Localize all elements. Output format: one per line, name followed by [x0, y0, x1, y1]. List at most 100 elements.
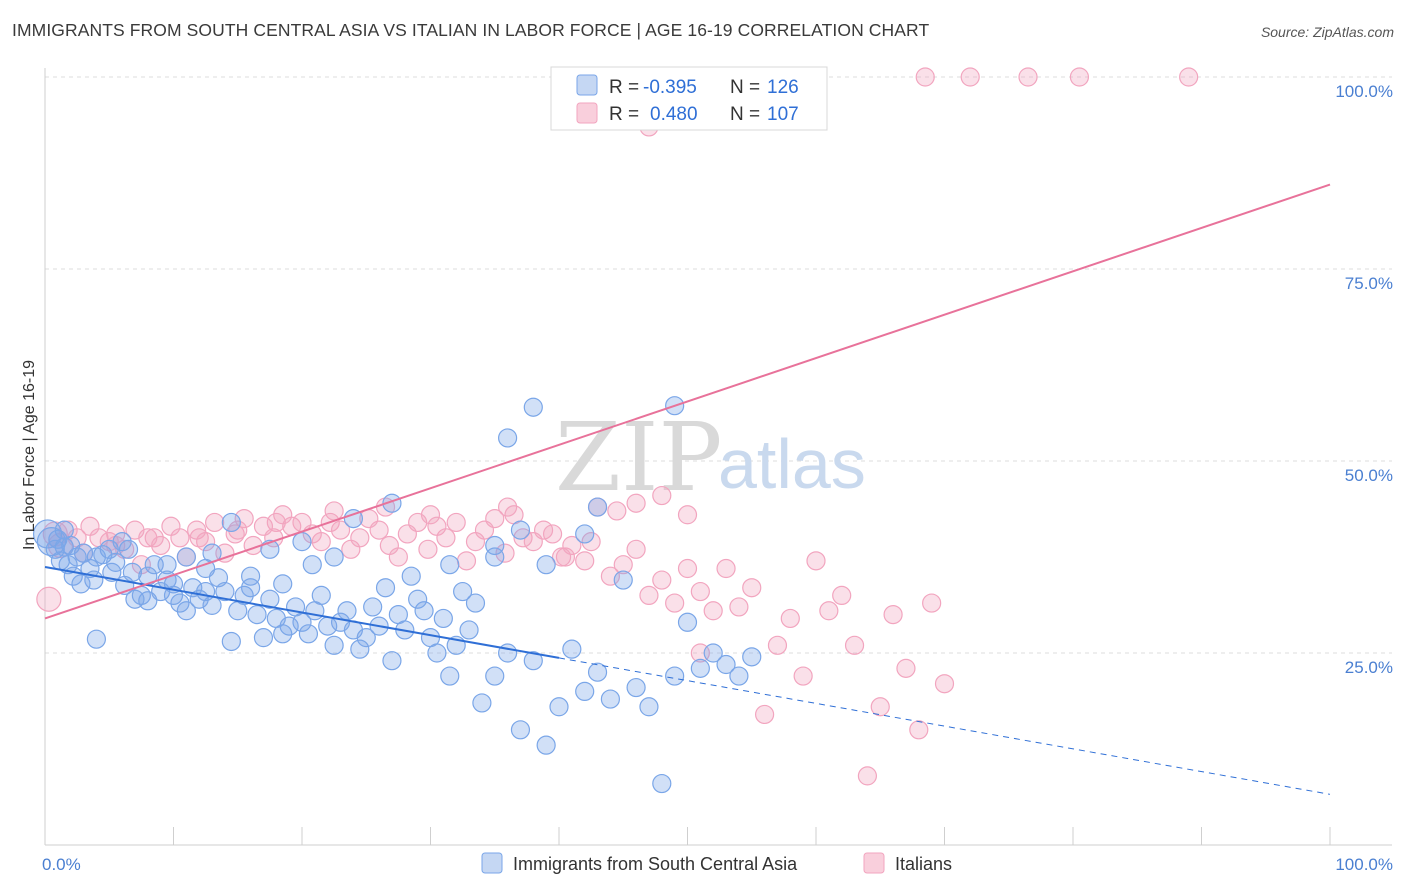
x-tick-label: 100.0%: [1335, 855, 1393, 874]
italians-point: [626, 493, 646, 513]
source-credit: Source: ZipAtlas.com: [1260, 24, 1394, 40]
south-central-asia-points: [32, 396, 762, 794]
south-central-asia-point: [176, 601, 196, 621]
italians-point: [189, 528, 209, 548]
south-central-asia-point: [298, 624, 319, 644]
south-central-asia-point: [401, 566, 421, 586]
south-central-asia-point: [221, 631, 241, 652]
italians-point: [600, 566, 621, 586]
grid-lines: [45, 76, 1392, 654]
south-central-asia-point: [221, 512, 241, 533]
correlation-legend: R = -0.395 N = 126 R = 0.480 N = 107: [550, 66, 828, 131]
series-label-blue: Immigrants from South Central Asia: [513, 854, 798, 874]
italians-point: [436, 528, 456, 548]
legend-swatch-blue: [576, 74, 598, 96]
italians-point: [767, 635, 788, 655]
series-swatch-pink: [863, 852, 885, 874]
legend-r-label-2: R =: [609, 104, 639, 125]
south-central-asia-point: [260, 589, 280, 609]
italians-point: [581, 532, 601, 552]
legend-n-value-2: 107: [767, 104, 799, 125]
south-central-asia-point: [453, 581, 473, 602]
pink-trend-line: [44, 183, 1331, 620]
south-central-asia-point: [71, 574, 91, 594]
italians-point: [144, 528, 164, 548]
south-central-asia-point: [279, 616, 299, 636]
italians-point: [639, 585, 659, 606]
south-central-asia-point: [32, 519, 63, 549]
series-label-pink: Italians: [895, 854, 952, 874]
south-central-asia-point: [350, 639, 370, 659]
italians-point: [844, 635, 865, 655]
italians-point: [350, 528, 370, 548]
italians-point: [703, 601, 723, 621]
south-central-asia-point: [536, 555, 556, 575]
south-central-asia-point: [703, 643, 723, 663]
italians-point: [388, 547, 408, 567]
south-central-asia-point: [253, 628, 274, 648]
south-central-asia-point: [575, 681, 595, 702]
italians-point: [832, 585, 852, 606]
south-central-asia-point: [536, 735, 556, 755]
south-central-asia-point: [472, 693, 492, 713]
south-central-asia-point: [485, 666, 505, 686]
south-central-asia-point: [427, 643, 447, 663]
y-tick-label: 25.0%: [1345, 658, 1393, 677]
south-central-asia-point: [202, 595, 222, 615]
tick-labels: 25.0% 50.0% 75.0% 100.0% 0.0% 100.0%: [42, 82, 1393, 874]
south-central-asia-point: [157, 555, 177, 575]
south-central-asia-point: [247, 604, 267, 625]
south-central-asia-point: [118, 539, 139, 559]
south-central-asia-point: [86, 547, 107, 567]
south-central-asia-point: [170, 593, 190, 613]
italians-point: [418, 539, 438, 559]
south-central-asia-point: [241, 578, 261, 598]
watermark: ZIP atlas: [555, 403, 866, 513]
south-central-asia-point: [677, 612, 698, 632]
south-central-asia-point: [176, 547, 196, 567]
south-central-asia-point: [106, 552, 126, 572]
italians-point: [234, 508, 254, 529]
italians-point: [575, 551, 595, 571]
south-central-asia-point: [337, 601, 357, 621]
south-central-asia-point: [408, 589, 428, 609]
italians-point: [542, 524, 563, 544]
italians-point: [607, 501, 627, 521]
south-central-asia-point: [122, 562, 142, 582]
south-central-asia-point: [587, 497, 608, 517]
south-central-asia-point: [433, 608, 453, 629]
italians-point: [716, 558, 736, 579]
italians-point: [690, 581, 710, 602]
italians-point: [1179, 67, 1199, 87]
south-central-asia-point: [414, 601, 434, 621]
italians-point: [170, 528, 190, 548]
south-central-asia-point: [626, 677, 646, 698]
south-central-asia-point: [324, 635, 344, 655]
south-central-asia-point: [112, 532, 132, 552]
italians-point: [498, 497, 518, 517]
italians-point: [665, 593, 685, 613]
south-central-asia-point: [716, 654, 736, 675]
south-central-asia-point: [102, 562, 122, 582]
italians-point: [324, 501, 344, 521]
italians-point: [806, 551, 826, 571]
italians-point: [330, 520, 351, 540]
italians-point: [870, 697, 890, 717]
south-central-asia-point: [80, 558, 100, 579]
south-central-asia-point: [440, 555, 460, 575]
y-tick-label: 50.0%: [1345, 466, 1393, 485]
italians-point: [555, 547, 576, 567]
italians-point: [1069, 67, 1090, 87]
south-central-asia-point: [523, 397, 543, 417]
south-central-asia-point: [311, 585, 331, 606]
italians-point: [138, 528, 158, 548]
italians-point: [896, 658, 916, 678]
south-central-asia-point: [382, 651, 402, 671]
south-central-asia-point: [690, 658, 710, 678]
italians-point: [562, 535, 582, 556]
x-tick-label: 0.0%: [42, 855, 81, 874]
italians-point: [793, 666, 813, 686]
south-central-asia-point: [440, 666, 460, 686]
italians-point: [36, 586, 62, 612]
legend-r-value-1: -0.395: [643, 77, 697, 98]
